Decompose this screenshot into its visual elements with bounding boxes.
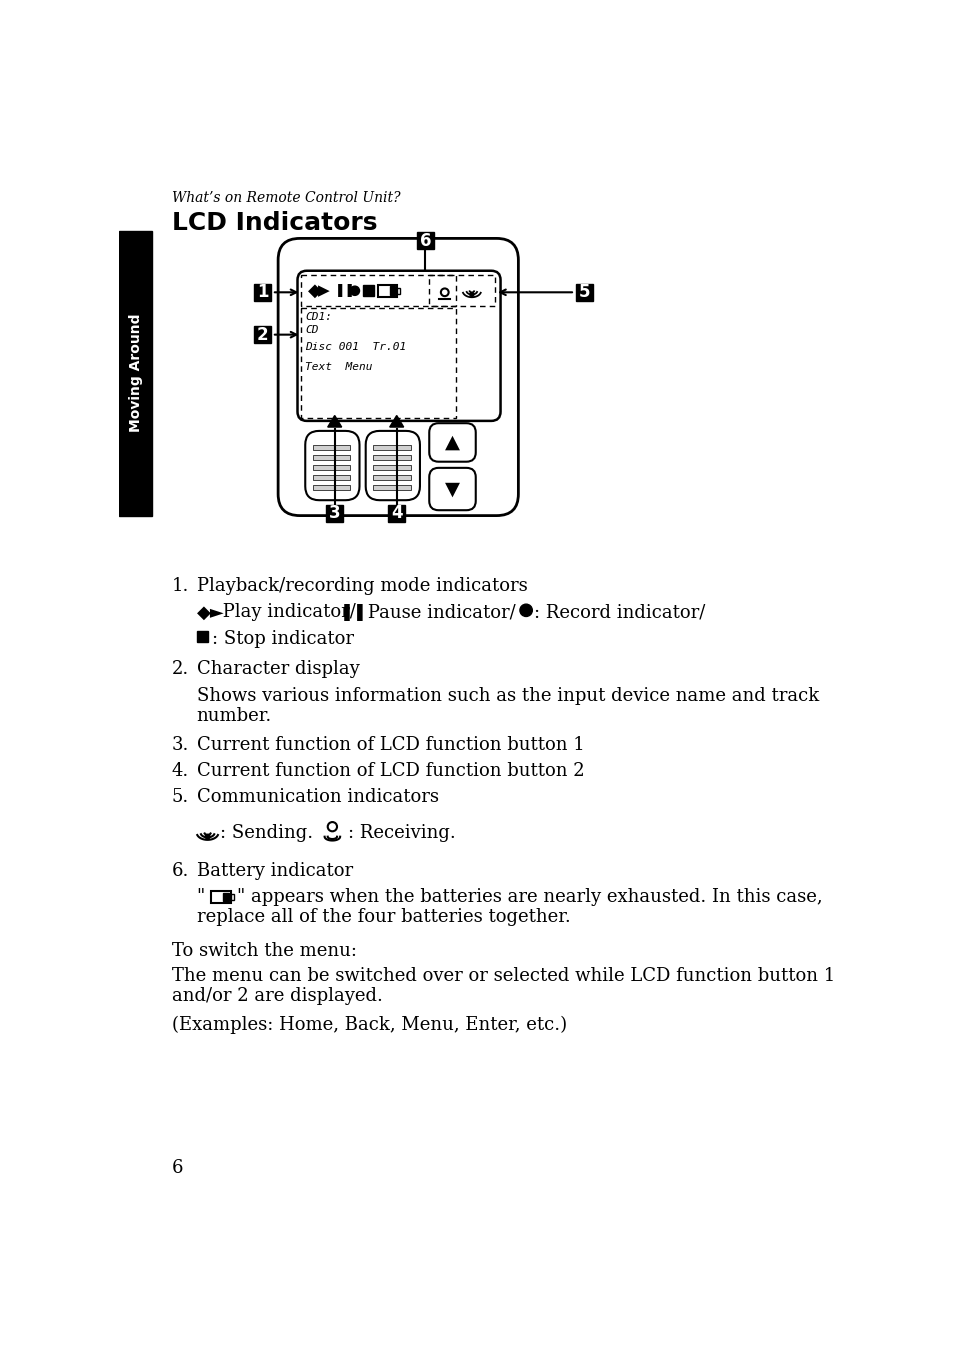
Text: ❚❚: ❚❚ bbox=[335, 284, 355, 297]
Text: 6: 6 bbox=[419, 231, 431, 250]
Bar bbox=[253, 284, 271, 301]
Bar bbox=[313, 484, 350, 490]
Text: Play indicator/: Play indicator/ bbox=[216, 604, 355, 621]
Text: : Sending.: : Sending. bbox=[220, 823, 313, 842]
Text: ▼: ▼ bbox=[444, 480, 459, 499]
Circle shape bbox=[205, 834, 210, 839]
Bar bbox=[373, 445, 410, 451]
FancyBboxPatch shape bbox=[305, 430, 359, 500]
Text: and/or 2 are displayed.: and/or 2 are displayed. bbox=[172, 987, 382, 1005]
Text: ▲: ▲ bbox=[444, 433, 459, 452]
Bar bbox=[326, 504, 343, 522]
Bar bbox=[373, 465, 410, 471]
Text: : Pause indicator/: : Pause indicator/ bbox=[355, 604, 515, 621]
Bar bbox=[416, 233, 434, 249]
Bar bbox=[301, 308, 456, 418]
Text: ": " bbox=[196, 888, 205, 907]
Text: CD: CD bbox=[305, 324, 318, 335]
Text: 5: 5 bbox=[578, 284, 589, 301]
Bar bbox=[377, 285, 396, 297]
Bar bbox=[373, 455, 410, 460]
Text: Moving Around: Moving Around bbox=[129, 313, 142, 432]
Text: CD1:: CD1: bbox=[305, 312, 332, 321]
Text: The menu can be switched over or selected while LCD function button 1: The menu can be switched over or selecte… bbox=[172, 967, 834, 985]
Bar bbox=[313, 475, 350, 480]
Text: 2: 2 bbox=[256, 325, 268, 344]
Bar bbox=[301, 276, 456, 307]
Text: Current function of LCD function button 1: Current function of LCD function button … bbox=[196, 736, 584, 753]
Text: Battery indicator: Battery indicator bbox=[196, 862, 353, 880]
Bar bbox=[119, 231, 152, 515]
Bar bbox=[223, 893, 229, 901]
Text: ▶: ▶ bbox=[318, 284, 330, 299]
Bar bbox=[313, 445, 350, 451]
Text: 4: 4 bbox=[391, 504, 402, 522]
Text: Text  Menu: Text Menu bbox=[305, 362, 373, 371]
Text: To switch the menu:: To switch the menu: bbox=[172, 943, 356, 960]
FancyBboxPatch shape bbox=[429, 468, 476, 510]
Polygon shape bbox=[328, 416, 341, 428]
Bar bbox=[373, 484, 410, 490]
Circle shape bbox=[328, 822, 336, 831]
Bar bbox=[429, 276, 495, 307]
Bar bbox=[575, 284, 592, 301]
Text: 1.: 1. bbox=[172, 577, 189, 596]
Text: 4.: 4. bbox=[172, 763, 189, 780]
Bar bbox=[388, 504, 405, 522]
Text: What’s on Remote Control Unit?: What’s on Remote Control Unit? bbox=[172, 191, 400, 204]
Bar bbox=[390, 286, 395, 296]
Bar bbox=[231, 894, 233, 900]
Text: 1: 1 bbox=[256, 284, 268, 301]
Text: Disc 001  Tr.01: Disc 001 Tr.01 bbox=[305, 343, 406, 352]
FancyBboxPatch shape bbox=[278, 238, 517, 515]
Bar bbox=[253, 327, 271, 343]
Text: 3: 3 bbox=[329, 504, 340, 522]
Bar bbox=[313, 455, 350, 460]
Circle shape bbox=[440, 288, 448, 296]
Circle shape bbox=[470, 293, 474, 296]
Text: Current function of LCD function button 2: Current function of LCD function button … bbox=[196, 763, 584, 780]
Bar bbox=[313, 465, 350, 471]
Bar bbox=[373, 475, 410, 480]
Text: 6: 6 bbox=[172, 1158, 183, 1177]
Text: Communication indicators: Communication indicators bbox=[196, 788, 438, 806]
Text: replace all of the four batteries together.: replace all of the four batteries togeth… bbox=[196, 908, 570, 927]
FancyBboxPatch shape bbox=[429, 424, 476, 461]
FancyBboxPatch shape bbox=[365, 430, 419, 500]
Text: ❚❚: ❚❚ bbox=[340, 604, 368, 621]
Text: ◆►: ◆► bbox=[196, 604, 224, 621]
Text: number.: number. bbox=[196, 706, 272, 725]
Circle shape bbox=[350, 286, 359, 296]
Bar bbox=[396, 288, 399, 293]
Circle shape bbox=[519, 604, 532, 616]
Text: : Record indicator/: : Record indicator/ bbox=[534, 604, 704, 621]
Polygon shape bbox=[390, 416, 403, 428]
Bar bbox=[196, 631, 208, 642]
Text: (Examples: Home, Back, Menu, Enter, etc.): (Examples: Home, Back, Menu, Enter, etc.… bbox=[172, 1015, 566, 1034]
Text: 5.: 5. bbox=[172, 788, 189, 806]
Text: : Receiving.: : Receiving. bbox=[348, 823, 456, 842]
Bar bbox=[363, 285, 374, 296]
FancyBboxPatch shape bbox=[297, 270, 500, 421]
Text: 3.: 3. bbox=[172, 736, 189, 753]
Bar bbox=[211, 892, 231, 902]
Text: 2.: 2. bbox=[172, 660, 189, 678]
Text: " appears when the batteries are nearly exhausted. In this case,: " appears when the batteries are nearly … bbox=[236, 888, 821, 907]
Text: Character display: Character display bbox=[196, 660, 359, 678]
Text: Shows various information such as the input device name and track: Shows various information such as the in… bbox=[196, 686, 818, 705]
Text: ◆: ◆ bbox=[307, 281, 321, 300]
Text: Playback/recording mode indicators: Playback/recording mode indicators bbox=[196, 577, 527, 596]
Text: : Stop indicator: : Stop indicator bbox=[212, 629, 354, 647]
Text: 6.: 6. bbox=[172, 862, 189, 880]
Text: LCD Indicators: LCD Indicators bbox=[172, 211, 377, 235]
